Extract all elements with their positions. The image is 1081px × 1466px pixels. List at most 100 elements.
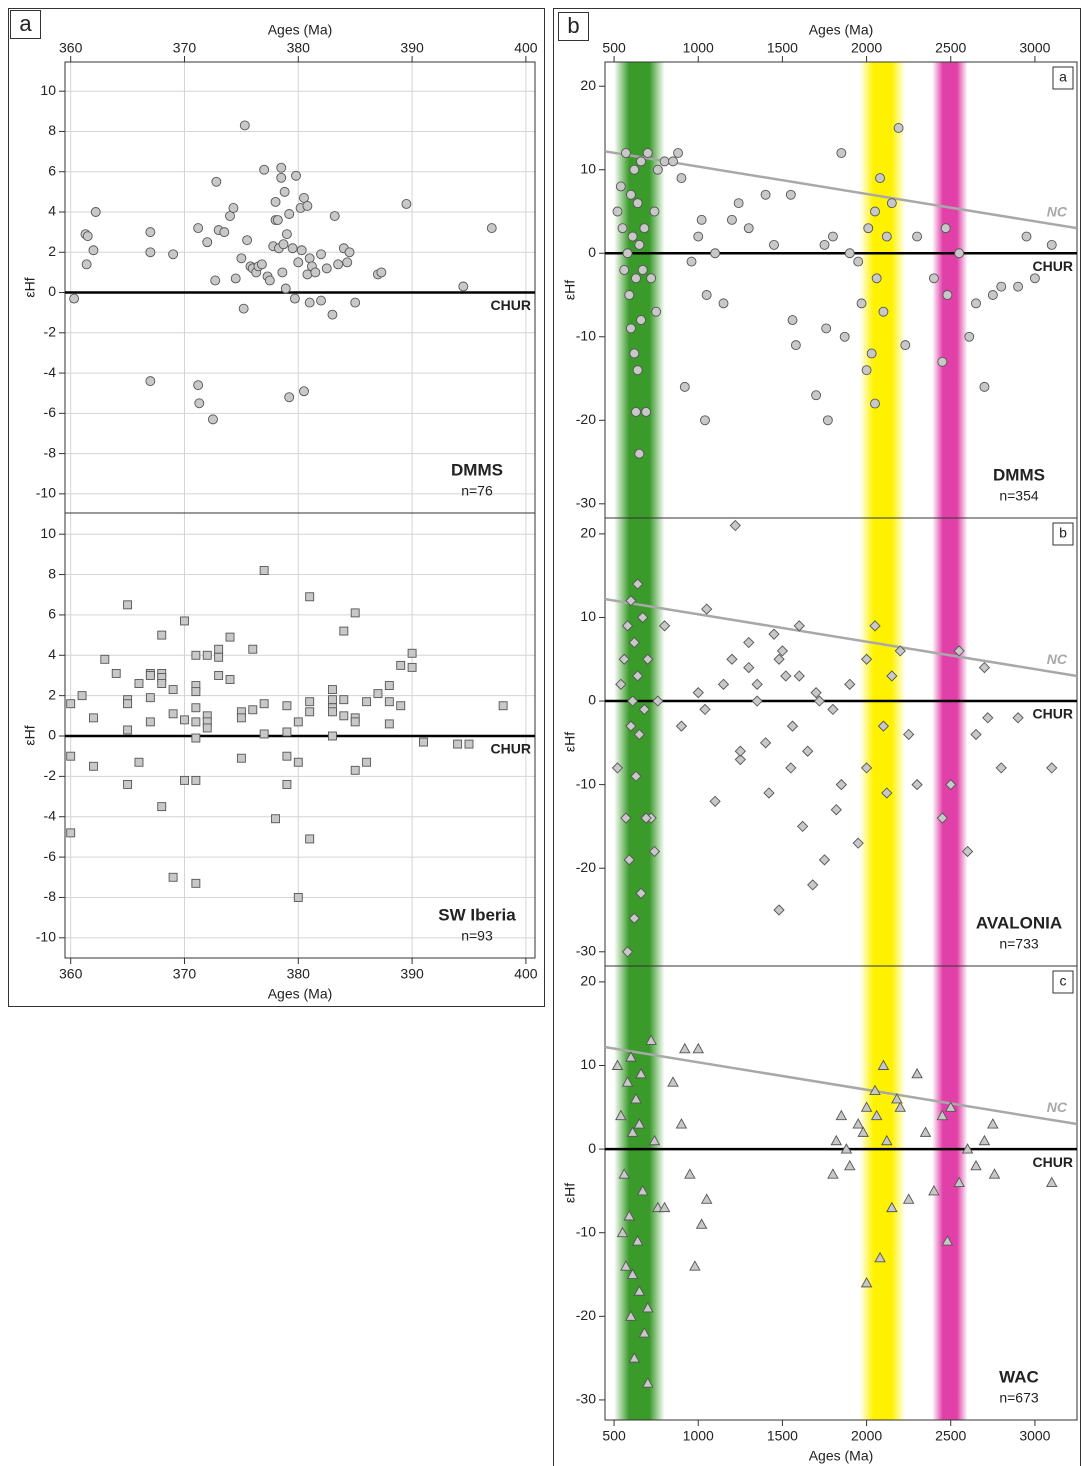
y-tick-label: -4 [44, 364, 57, 380]
y-tick-label: -30 [576, 1391, 596, 1407]
point [362, 757, 372, 767]
point [339, 626, 349, 636]
point [869, 620, 881, 632]
point [659, 156, 670, 167]
point [282, 701, 292, 711]
y-axis-label: εHf [562, 732, 578, 752]
point [853, 256, 864, 267]
point [276, 162, 287, 173]
point [668, 156, 678, 167]
point [299, 386, 309, 397]
point [621, 946, 634, 958]
point [743, 223, 754, 234]
point [333, 259, 344, 270]
point [780, 670, 792, 682]
point [658, 1201, 671, 1213]
point [238, 303, 249, 314]
point [863, 223, 874, 234]
point [652, 164, 663, 175]
y-tick-label: -20 [576, 411, 596, 427]
point [751, 695, 763, 707]
point [641, 1302, 654, 1313]
point [785, 762, 797, 774]
chur-label: CHUR [491, 297, 531, 313]
chur-label: CHUR [1033, 258, 1073, 274]
point [633, 728, 645, 741]
nc-line [605, 597, 1077, 678]
dataset-name: DMMS [451, 460, 503, 479]
point [686, 256, 697, 267]
y-tick-label: 20 [580, 973, 596, 989]
point [625, 720, 637, 732]
point [304, 297, 315, 308]
point [276, 172, 287, 183]
point [305, 707, 315, 717]
y-tick-label: 10 [40, 82, 56, 98]
point [903, 728, 915, 741]
point [271, 814, 280, 824]
point [971, 298, 981, 309]
point [321, 263, 332, 274]
point [630, 1093, 642, 1104]
subpanel-label: b [1059, 525, 1067, 541]
point [259, 699, 269, 709]
point [259, 164, 270, 175]
point [123, 779, 133, 789]
point [978, 1134, 991, 1146]
point [636, 156, 646, 167]
point [822, 415, 833, 426]
point [676, 173, 687, 184]
point [339, 711, 349, 721]
point [1013, 281, 1024, 292]
point [726, 214, 737, 225]
point [717, 678, 730, 690]
point [168, 249, 179, 260]
point [228, 203, 239, 213]
point [843, 1159, 856, 1171]
x-tick-label: 380 [287, 966, 311, 982]
point [743, 636, 755, 649]
point [282, 779, 292, 789]
point [111, 668, 121, 678]
point [763, 787, 775, 799]
point [636, 315, 646, 326]
point [718, 298, 729, 309]
point [279, 186, 290, 197]
point [911, 1067, 923, 1079]
x-tick-label: 3000 [1019, 40, 1050, 56]
point [145, 247, 156, 258]
point [242, 235, 253, 246]
point [894, 645, 906, 657]
point [631, 406, 641, 417]
x-axis-label: Ages (Ma) [268, 986, 333, 1002]
point [710, 248, 721, 259]
point [344, 247, 355, 258]
chur-label: CHUR [491, 741, 531, 757]
point [874, 1251, 886, 1263]
y-tick-label: 6 [48, 162, 56, 178]
point [66, 751, 76, 761]
point [982, 712, 994, 724]
y-axis-label: εHf [562, 1183, 578, 1203]
point [145, 376, 156, 387]
point [327, 695, 337, 705]
point [679, 1042, 691, 1054]
point [649, 206, 660, 217]
point [631, 1235, 644, 1246]
point [350, 608, 360, 618]
point [839, 331, 850, 342]
y-tick-label: -20 [576, 859, 596, 875]
point [970, 1159, 982, 1171]
point [123, 699, 133, 709]
point [630, 770, 642, 782]
point [760, 189, 771, 200]
point [787, 315, 798, 326]
nc-line [605, 150, 1077, 230]
point [282, 727, 292, 737]
point [692, 1042, 705, 1054]
point [941, 1235, 954, 1246]
point [954, 248, 965, 259]
age-band [859, 966, 906, 1420]
point [886, 1201, 898, 1213]
point [191, 775, 201, 785]
